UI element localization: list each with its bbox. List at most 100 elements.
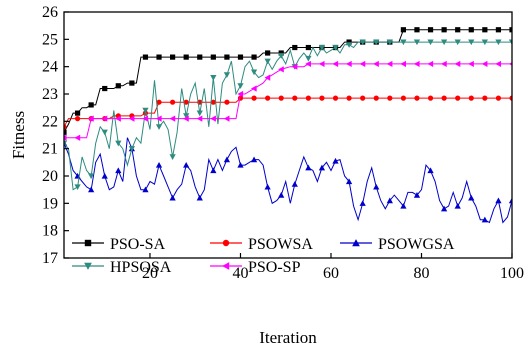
data-point [223,115,230,122]
data-point [169,115,176,122]
x-tick-label: 20 [142,265,158,282]
data-point [427,39,434,46]
data-point [455,27,461,33]
data-point [183,115,189,122]
data-point [102,85,108,92]
data-point [115,167,122,174]
series-hpsosa [64,39,512,191]
data-point [427,60,434,68]
data-point [74,110,81,116]
y-tick-label: 19 [42,195,58,212]
data-point [427,27,434,33]
y-tick-label: 21 [42,141,58,158]
data-point [305,95,311,101]
data-point [237,161,244,168]
data-point [318,164,326,171]
data-point [441,95,447,101]
series-psowsa [64,95,512,130]
data-point [265,50,271,56]
data-point [88,186,95,193]
data-point [197,54,203,60]
data-point [468,95,474,101]
data-point [441,39,448,46]
data-point [88,115,94,122]
data-point [332,157,339,164]
data-point [155,124,163,130]
data-point [359,200,366,206]
legend-label: PSO-SA [110,236,166,253]
data-point [495,95,502,101]
series-line [64,41,512,191]
data-point [88,173,95,180]
data-point [170,99,176,105]
data-point [482,27,488,33]
data-point [400,27,406,33]
data-point [414,27,420,33]
data-point [251,95,257,101]
data-point [142,107,149,114]
data-point [359,39,366,46]
data-point [64,129,67,135]
data-point [387,95,393,101]
data-point [495,60,502,68]
data-point [400,39,407,46]
data-point [386,60,393,68]
data-point [468,194,475,201]
data-point [386,39,393,46]
data-point [196,110,203,117]
data-point [455,95,461,101]
data-point [237,90,244,98]
data-point [265,95,271,101]
data-point [319,95,325,101]
data-point [278,53,285,59]
data-point [183,161,190,168]
y-tick-label: 22 [42,113,58,130]
data-point [292,95,298,101]
series-line [64,97,512,128]
data-point [468,39,475,46]
data-point [345,42,353,48]
y-tick-label: 24 [42,59,58,76]
data-point [210,75,217,81]
data-point [250,69,258,76]
legend-marker [84,239,92,247]
series-psowgsa [64,137,512,224]
data-point [115,83,121,89]
data-point [155,115,162,122]
data-point [142,54,149,60]
data-point [318,44,326,51]
data-point [468,27,474,33]
data-point [305,60,311,68]
legend-marker [222,239,230,247]
data-point [345,178,353,185]
data-point [115,115,121,122]
legend-marker [84,262,92,270]
data-point [264,58,271,65]
data-point [278,192,285,198]
data-point [196,115,203,122]
plot-frame [63,11,513,259]
data-point [156,54,162,60]
data-point [305,164,312,171]
data-point [183,113,190,119]
data-point [413,39,421,46]
data-point [413,60,420,68]
data-point [345,60,352,68]
data-point [332,44,339,51]
data-point [251,54,257,60]
data-point [400,60,406,68]
legend: PSO-SA PSOWSA PSOWGSA HPSOSA PSO-SP [72,236,455,276]
data-point [88,102,94,108]
data-point [196,194,203,201]
data-point [210,115,216,122]
data-point [481,60,488,68]
data-point [482,95,488,101]
data-point [183,54,189,60]
data-point [291,63,298,70]
data-point [305,55,312,62]
data-point [400,202,407,209]
data-point [332,95,339,101]
data-point [142,186,149,193]
data-point [332,60,339,68]
x-tick-label: 100 [500,265,524,282]
